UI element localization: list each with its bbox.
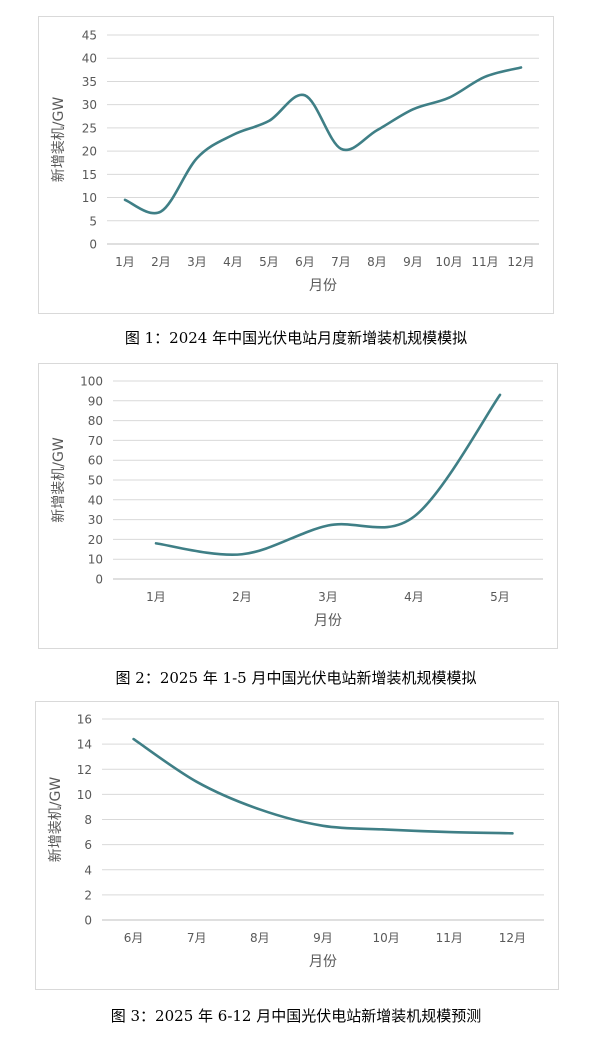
- chart-1-data-point: [232, 134, 234, 136]
- chart-3-data-point: [322, 825, 324, 827]
- chart-2-y-tick-label: 50: [88, 474, 103, 488]
- chart-1-data-point: [340, 148, 342, 150]
- chart-1-x-tick-label: 11月: [471, 255, 498, 269]
- chart-3-y-tick-label: 12: [77, 763, 92, 777]
- chart-1-y-tick-label: 10: [82, 191, 97, 205]
- chart-1-data-point: [304, 94, 306, 96]
- chart-2-data-point: [241, 553, 243, 555]
- chart-1-data-point: [520, 66, 522, 68]
- chart-1-x-tick-label: 12月: [507, 255, 534, 269]
- chart-2-data-point: [327, 524, 329, 526]
- chart-1-data-point: [160, 210, 162, 212]
- chart-3-y-tick-label: 10: [77, 788, 92, 802]
- chart-3-x-axis-title: 月份: [309, 954, 337, 970]
- chart-1-y-tick-label: 40: [82, 52, 97, 66]
- chart-1-container: 0 5 10 15 20 25 30 35 40 45 1月 2月 3月 4月 5月 6月 7月 8月 9月 10月 1…: [38, 16, 554, 314]
- chart-1-data-point: [484, 76, 486, 78]
- chart-1-series-line: [123, 66, 523, 215]
- chart-2-data-point: [499, 394, 501, 396]
- chart-1-data-point: [196, 157, 198, 159]
- chart-3-y-tick-label: 8: [84, 813, 92, 827]
- chart-3-y-tick-label: 6: [84, 838, 92, 852]
- figure-2-caption: 图 2：2025 年 1-5 月中国光伏电站新增装机规模模拟: [115, 669, 477, 687]
- figure-1-caption: 图 1：2024 年中国光伏电站月度新增装机规模模拟: [124, 329, 468, 347]
- chart-3-data-point: [511, 832, 513, 834]
- chart-1-data-point: [124, 199, 126, 201]
- chart-1-data-point: [448, 97, 450, 99]
- chart-2-x-tick-label: 1月: [146, 590, 166, 604]
- chart-1-x-tick-label: 3月: [187, 255, 207, 269]
- chart-2-container: 0 10 20 30 40 50 60 70 80 90 100 1月 2月 3月 4月 5月月份 新增装机/G…: [38, 363, 558, 649]
- chart-1-x-tick-label: 9月: [403, 255, 423, 269]
- chart-2-x-tick-label: 5月: [490, 590, 510, 604]
- chart-3-x-tick-label: 9月: [313, 931, 333, 945]
- chart-1-x-tick-label: 8月: [367, 255, 387, 269]
- chart-1-svg: 0 5 10 15 20 25 30 35 40 45 1月 2月 3月 4月 5月 6月 7月 8月 9月 10月 1…: [51, 29, 539, 294]
- chart-1-x-tick-label: 7月: [331, 255, 351, 269]
- chart-1-y-axis-title: 新增装机/GW: [51, 97, 67, 183]
- chart-3-data-point: [196, 781, 198, 783]
- chart-2-data-point: [155, 542, 157, 544]
- chart-1-x-tick-label: 4月: [223, 255, 243, 269]
- chart-2-x-tick-label: 4月: [404, 590, 424, 604]
- chart-1-data-point: [412, 108, 414, 110]
- chart-1-x-axis-title: 月份: [309, 278, 337, 294]
- chart-2-x-tick-label: 3月: [318, 590, 338, 604]
- chart-3-y-tick-label: 2: [84, 888, 92, 902]
- chart-2-y-tick-label: 30: [88, 513, 103, 527]
- chart-1-y-tick-label: 35: [82, 75, 97, 89]
- chart-3-x-tick-label: 10月: [373, 931, 400, 945]
- chart-1-y-tick-label: 0: [89, 238, 97, 252]
- chart-2-y-tick-label: 10: [88, 553, 103, 567]
- chart-1-x-tick-label: 2月: [151, 255, 171, 269]
- chart-2-y-tick-label: 40: [88, 493, 103, 507]
- chart-1-y-tick-label: 15: [82, 168, 97, 182]
- chart-2-y-tick-label: 0: [95, 573, 103, 587]
- chart-3-y-axis-title: 新增装机/GW: [48, 777, 64, 863]
- chart-1-y-tick-label: 20: [82, 145, 97, 159]
- chart-1-x-tick-label: 10月: [435, 255, 462, 269]
- chart-1-x-tick-label: 6月: [295, 255, 315, 269]
- chart-2-y-tick-label: 70: [88, 434, 103, 448]
- chart-3-y-tick-label: 16: [77, 713, 92, 727]
- chart-3-data-point: [259, 808, 261, 810]
- chart-2-y-tick-label: 20: [88, 533, 103, 547]
- chart-3-x-tick-label: 6月: [124, 931, 144, 945]
- chart-3-x-tick-label: 12月: [499, 931, 526, 945]
- chart-1-x-tick-label: 1月: [115, 255, 135, 269]
- chart-1-y-tick-label: 25: [82, 121, 97, 135]
- chart-3-y-tick-label: 4: [84, 863, 92, 877]
- chart-3-container: 0 2 4 6 8 10 12 14 16 6月 7月 8月 9月 10月 11月 12月月份 新增装机/GW: [35, 701, 559, 990]
- chart-3-series-line: [132, 737, 514, 835]
- chart-2-y-axis-title: 新增装机/GW: [51, 437, 67, 523]
- chart-3-x-tick-label: 8月: [250, 931, 270, 945]
- chart-1-y-tick-label: 45: [82, 29, 97, 43]
- chart-3-data-point: [385, 828, 387, 830]
- chart-3-y-tick-label: 0: [84, 914, 92, 928]
- chart-3-y-tick-label: 14: [77, 738, 92, 752]
- chart-1-y-tick-label: 30: [82, 98, 97, 112]
- chart-2-y-tick-label: 60: [88, 454, 103, 468]
- chart-1-y-tick-label: 5: [89, 214, 97, 228]
- chart-1-x-tick-label: 5月: [259, 255, 279, 269]
- figure-3-caption: 图 3：2025 年 6-12 月中国光伏电站新增装机规模预测: [110, 1007, 482, 1025]
- chart-3-data-point: [448, 831, 450, 833]
- chart-1-data-point: [376, 129, 378, 131]
- chart-2-x-tick-label: 2月: [232, 590, 252, 604]
- chart-3-data-point: [132, 738, 134, 740]
- chart-2-y-tick-label: 80: [88, 414, 103, 428]
- chart-3-x-tick-label: 11月: [436, 931, 463, 945]
- chart-3-x-tick-label: 7月: [187, 931, 207, 945]
- chart-2-x-axis-title: 月份: [314, 613, 342, 629]
- chart-2-y-tick-label: 90: [88, 394, 103, 408]
- chart-2-series-line: [154, 393, 502, 557]
- chart-2-data-point: [413, 515, 415, 517]
- chart-2-y-tick-label: 100: [80, 375, 103, 389]
- chart-1-data-point: [268, 120, 270, 122]
